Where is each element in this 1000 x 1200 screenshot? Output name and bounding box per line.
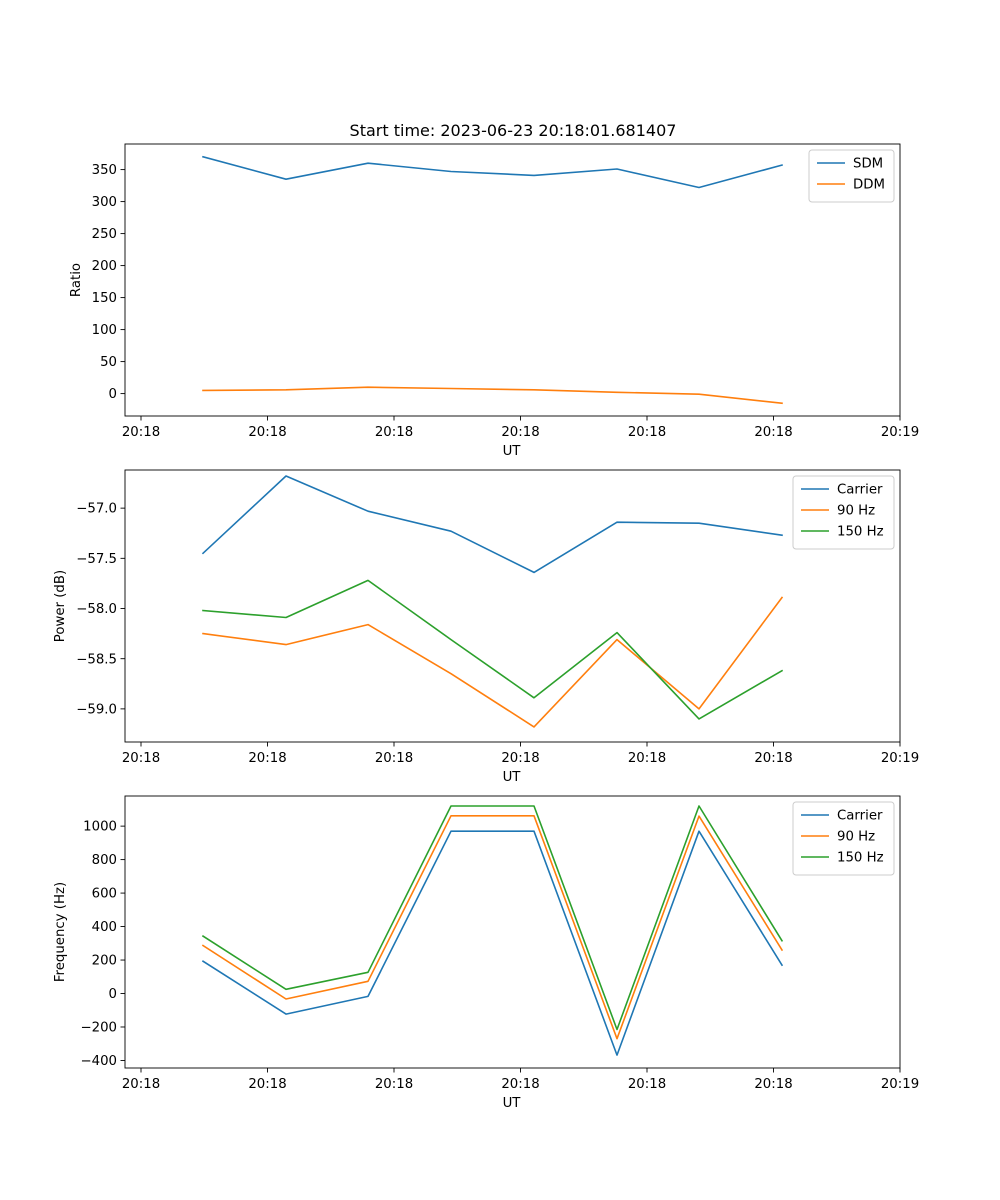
y-tick-label: 300 (92, 195, 117, 210)
x-tick-label: 20:18 (628, 425, 666, 440)
y-tick-label: 350 (92, 163, 117, 178)
x-tick-label: 20:18 (754, 1077, 792, 1092)
y-tick-label: 100 (92, 323, 117, 338)
y-tick-label: −58.0 (76, 602, 117, 617)
x-tick-label: 20:18 (754, 751, 792, 766)
y-tick-label: −57.0 (76, 502, 117, 517)
series-line-carrier (201, 830, 784, 1056)
y-tick-label: −59.0 (76, 702, 117, 717)
y-tick-label: 600 (92, 887, 117, 902)
y-tick-label: 1000 (83, 820, 117, 835)
y-tick-label: 150 (92, 291, 117, 306)
x-tick-label: 20:18 (122, 751, 160, 766)
legend-entry: 90 Hz (837, 830, 875, 845)
axes-frame (124, 469, 901, 743)
x-tick-label: 20:18 (501, 1077, 539, 1092)
x-axis-label: UT (503, 770, 522, 785)
x-tick-label: 20:18 (248, 1077, 286, 1092)
legend-entry: 150 Hz (837, 851, 884, 866)
subplot-2: 20:18 20:18 20:18 20:18 20:18 20:18 20:19 −57.0… (53, 469, 919, 785)
y-tick-label: −57.5 (76, 552, 117, 567)
y-tick-label: 250 (92, 227, 117, 242)
series-line-90-hz (202, 596, 784, 728)
series-line-150-hz (201, 805, 784, 1031)
series-line-ddm (202, 386, 783, 405)
y-tick-label: 800 (92, 853, 117, 868)
legend-entry: Carrier (837, 483, 883, 498)
y-axis-label: Ratio (69, 263, 84, 297)
legend: Carrier 90 Hz 150 Hz (792, 475, 895, 550)
x-tick-label: 20:18 (375, 751, 413, 766)
x-tick-label: 20:18 (375, 1077, 413, 1092)
legend-entry: 90 Hz (837, 504, 875, 519)
x-tick-label: 20:19 (881, 1077, 919, 1092)
y-tick-label: 200 (92, 259, 117, 274)
x-tick-label: 20:18 (248, 425, 286, 440)
series-line-90-hz (201, 814, 784, 1040)
y-tick-label: 50 (100, 355, 117, 370)
legend-entry: SDM (853, 157, 883, 172)
y-tick-label: 200 (92, 954, 117, 969)
subplot-1: 20:18 20:18 20:18 20:18 20:18 20:18 20:19 0 50 10… (69, 143, 919, 459)
legend-entry: DDM (853, 178, 885, 193)
series-line-sdm (202, 155, 783, 189)
y-tick-label: −200 (80, 1021, 117, 1036)
y-tick-label: 0 (109, 987, 117, 1002)
legend: Carrier 90 Hz 150 Hz (792, 801, 895, 876)
legend-entry: Carrier (837, 809, 883, 824)
y-axis-label: Power (dB) (53, 570, 68, 642)
y-tick-label: 400 (92, 920, 117, 935)
y-axis-label: Frequency (Hz) (53, 882, 68, 982)
x-tick-label: 20:18 (122, 425, 160, 440)
x-tick-label: 20:18 (248, 751, 286, 766)
x-tick-label: 20:18 (501, 425, 539, 440)
y-tick-label: −400 (80, 1054, 117, 1069)
y-tick-label: −58.5 (76, 652, 117, 667)
subplot-3: 20:18 20:18 20:18 20:18 20:18 20:18 20:19 −400 −… (53, 795, 919, 1111)
series-line-150-hz (202, 579, 784, 720)
x-tick-label: 20:19 (881, 425, 919, 440)
x-tick-label: 20:18 (501, 751, 539, 766)
x-tick-label: 20:18 (122, 1077, 160, 1092)
charts-group: 20:18 20:18 20:18 20:18 20:18 20:18 20:19 0 50 10… (53, 143, 919, 1111)
x-axis-label: UT (503, 444, 522, 459)
x-tick-label: 20:18 (375, 425, 413, 440)
series-line-carrier (201, 475, 783, 574)
x-tick-label: 20:18 (628, 1077, 666, 1092)
x-tick-label: 20:19 (881, 751, 919, 766)
x-tick-label: 20:18 (754, 425, 792, 440)
axes-frame (124, 143, 901, 417)
legend-entry: 150 Hz (837, 525, 884, 540)
x-tick-label: 20:18 (628, 751, 666, 766)
axes-frame (124, 795, 901, 1069)
legend: SDM DDM (808, 149, 895, 203)
x-axis-label: UT (503, 1096, 522, 1111)
y-tick-label: 0 (109, 387, 117, 402)
figure-title: Start time: 2023-06-23 20:18:01.681407 (350, 121, 677, 140)
